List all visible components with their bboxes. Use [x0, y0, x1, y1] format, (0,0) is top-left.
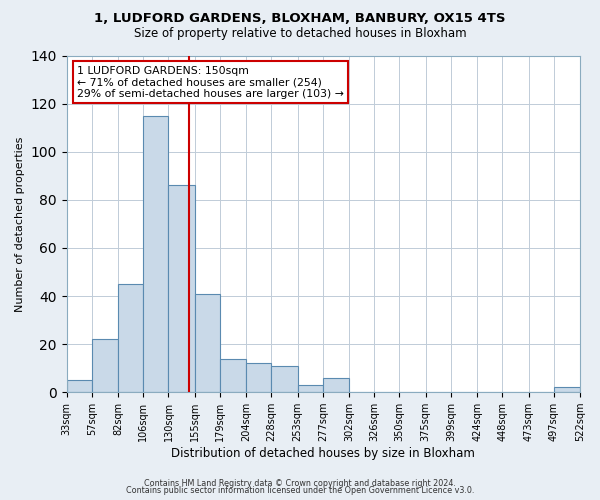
X-axis label: Distribution of detached houses by size in Bloxham: Distribution of detached houses by size …	[172, 447, 475, 460]
Y-axis label: Number of detached properties: Number of detached properties	[15, 136, 25, 312]
Bar	[220, 358, 246, 392]
Bar	[323, 378, 349, 392]
Text: Contains HM Land Registry data © Crown copyright and database right 2024.: Contains HM Land Registry data © Crown c…	[144, 478, 456, 488]
Text: Size of property relative to detached houses in Bloxham: Size of property relative to detached ho…	[134, 28, 466, 40]
Bar	[246, 364, 271, 392]
Bar	[92, 340, 118, 392]
Bar	[298, 385, 323, 392]
Bar	[118, 284, 143, 392]
Bar	[143, 116, 169, 392]
Text: 1, LUDFORD GARDENS, BLOXHAM, BANBURY, OX15 4TS: 1, LUDFORD GARDENS, BLOXHAM, BANBURY, OX…	[94, 12, 506, 26]
Bar	[67, 380, 92, 392]
Bar	[169, 186, 195, 392]
Text: 1 LUDFORD GARDENS: 150sqm
← 71% of detached houses are smaller (254)
29% of semi: 1 LUDFORD GARDENS: 150sqm ← 71% of detac…	[77, 66, 344, 99]
Bar	[554, 388, 580, 392]
Bar	[195, 294, 220, 392]
Bar	[271, 366, 298, 392]
Text: Contains public sector information licensed under the Open Government Licence v3: Contains public sector information licen…	[126, 486, 474, 495]
